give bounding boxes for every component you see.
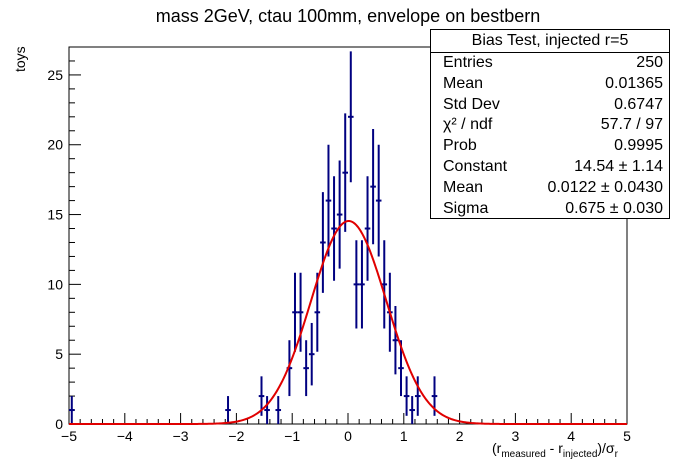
y-tick-label: 25 — [47, 67, 63, 83]
data-point — [336, 160, 343, 269]
fit-curve — [69, 220, 627, 425]
y-tick-label: 10 — [47, 276, 63, 292]
stats-value: 0.01365 — [605, 74, 663, 92]
stats-row: χ² / ndf 57.7 / 97 — [431, 115, 669, 136]
stats-title: Bias Test, injected r=5 — [431, 30, 669, 53]
stats-box: Bias Test, injected r=5 Entries 250 Mean 0… — [430, 29, 670, 219]
x-label-part: )/σ — [597, 440, 615, 456]
stats-key: χ² / ndf — [443, 116, 493, 134]
y-tick-label: 15 — [47, 207, 63, 223]
y-tick-label: 0 — [55, 416, 63, 432]
x-tick-label: −1 — [284, 428, 300, 444]
stats-value: 14.54 ± 1.14 — [574, 157, 663, 175]
data-point — [331, 176, 337, 281]
x-tick-label: −3 — [173, 428, 189, 444]
data-point — [342, 113, 348, 232]
x-label-sub: injected — [562, 448, 598, 460]
data-point — [414, 376, 421, 416]
data-point — [275, 396, 282, 424]
data-point — [403, 376, 410, 416]
data-point — [308, 322, 315, 386]
stats-row: Mean 0.0122 ± 0.0430 — [431, 178, 669, 199]
x-tick-label: 0 — [344, 428, 352, 444]
data-point — [264, 396, 270, 424]
stats-value: 250 — [636, 54, 663, 71]
stats-key: Constant — [443, 157, 508, 175]
y-tick-label: 5 — [55, 346, 63, 362]
y-tick-label: 20 — [47, 137, 63, 153]
stats-row: Sigma 0.675 ± 0.030 — [431, 199, 669, 220]
data-point — [320, 192, 326, 293]
x-tick-label: 2 — [456, 428, 464, 444]
stats-key: Mean — [443, 178, 484, 196]
stats-key: Mean — [443, 74, 484, 92]
data-point — [370, 129, 376, 245]
stats-value: 0.9995 — [614, 137, 663, 155]
data-points — [69, 51, 438, 424]
stats-row: Entries 250 — [431, 53, 669, 74]
data-point — [69, 396, 75, 424]
x-tick-label: 4 — [567, 428, 575, 444]
y-axis-label: toys — [12, 46, 28, 72]
x-label-part: - r — [545, 440, 563, 456]
x-axis-label: (rmeasured - rinjected)/σr — [492, 440, 618, 460]
x-tick-label: −4 — [117, 428, 133, 444]
y-axis: 0 5 10 15 20 25 — [47, 46, 81, 432]
data-point — [392, 306, 399, 375]
data-point — [297, 272, 304, 352]
x-axis: −5 −4 −3 −2 −1 0 1 2 3 4 5 — [61, 413, 631, 444]
stats-value: 0.675 ± 0.030 — [565, 199, 663, 217]
fit-curve-group — [69, 220, 627, 425]
x-label-part: (r — [492, 440, 502, 456]
x-tick-label: 3 — [512, 428, 520, 444]
stats-row: Std Dev 0.6747 — [431, 95, 669, 116]
chart-title: mass 2GeV, ctau 100mm, envelope on bestb… — [155, 6, 541, 26]
data-point — [353, 240, 360, 329]
data-point — [225, 396, 231, 424]
stats-value: 57.7 / 97 — [600, 116, 663, 134]
data-point — [303, 340, 309, 397]
data-point — [348, 51, 354, 183]
stats-key: Entries — [443, 54, 493, 71]
stats-value: 0.6747 — [614, 95, 663, 113]
stats-row: Mean 0.01365 — [431, 74, 669, 95]
stats-row: Prob 0.9995 — [431, 136, 669, 157]
stats-value: 0.0122 ± 0.0430 — [547, 178, 663, 196]
data-point — [381, 240, 388, 329]
x-label-sub: r — [614, 448, 618, 460]
stats-key: Sigma — [443, 199, 489, 217]
x-label-sub: measured — [501, 448, 546, 460]
data-point — [409, 396, 415, 424]
data-point — [375, 144, 382, 257]
x-tick-label: −2 — [228, 428, 244, 444]
x-tick-label: −5 — [61, 428, 77, 444]
x-tick-label: 1 — [400, 428, 408, 444]
data-point — [292, 272, 298, 352]
stats-key: Std Dev — [443, 95, 500, 113]
stats-row: Constant 14.54 ± 1.14 — [431, 157, 669, 178]
data-point — [325, 144, 332, 257]
data-point — [359, 240, 365, 329]
data-point — [364, 176, 371, 281]
data-point — [314, 272, 321, 352]
stats-key: Prob — [443, 137, 477, 155]
x-tick-label: 5 — [623, 428, 631, 444]
